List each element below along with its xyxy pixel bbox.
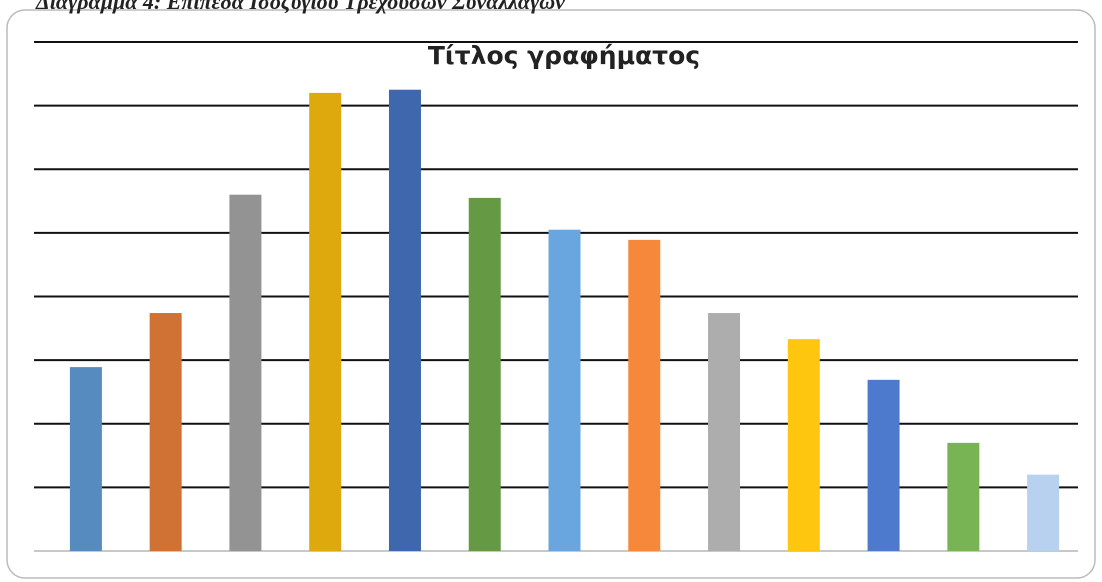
caption: Διάγραμμα 4: Επίπεδα Ισοζυγίου Τρεχουσών… [35,0,565,14]
bar [867,379,900,551]
bar [388,89,421,551]
bar [229,194,262,551]
bar [149,313,182,551]
bar [947,442,980,551]
bar [628,239,661,551]
bar [708,313,741,551]
bar [787,339,820,551]
bar [69,367,102,551]
bar [309,92,342,552]
bar [468,197,501,551]
bar [548,229,581,551]
chart-title: Τίτλος γραφήματος [428,41,700,70]
bar [1027,474,1060,551]
